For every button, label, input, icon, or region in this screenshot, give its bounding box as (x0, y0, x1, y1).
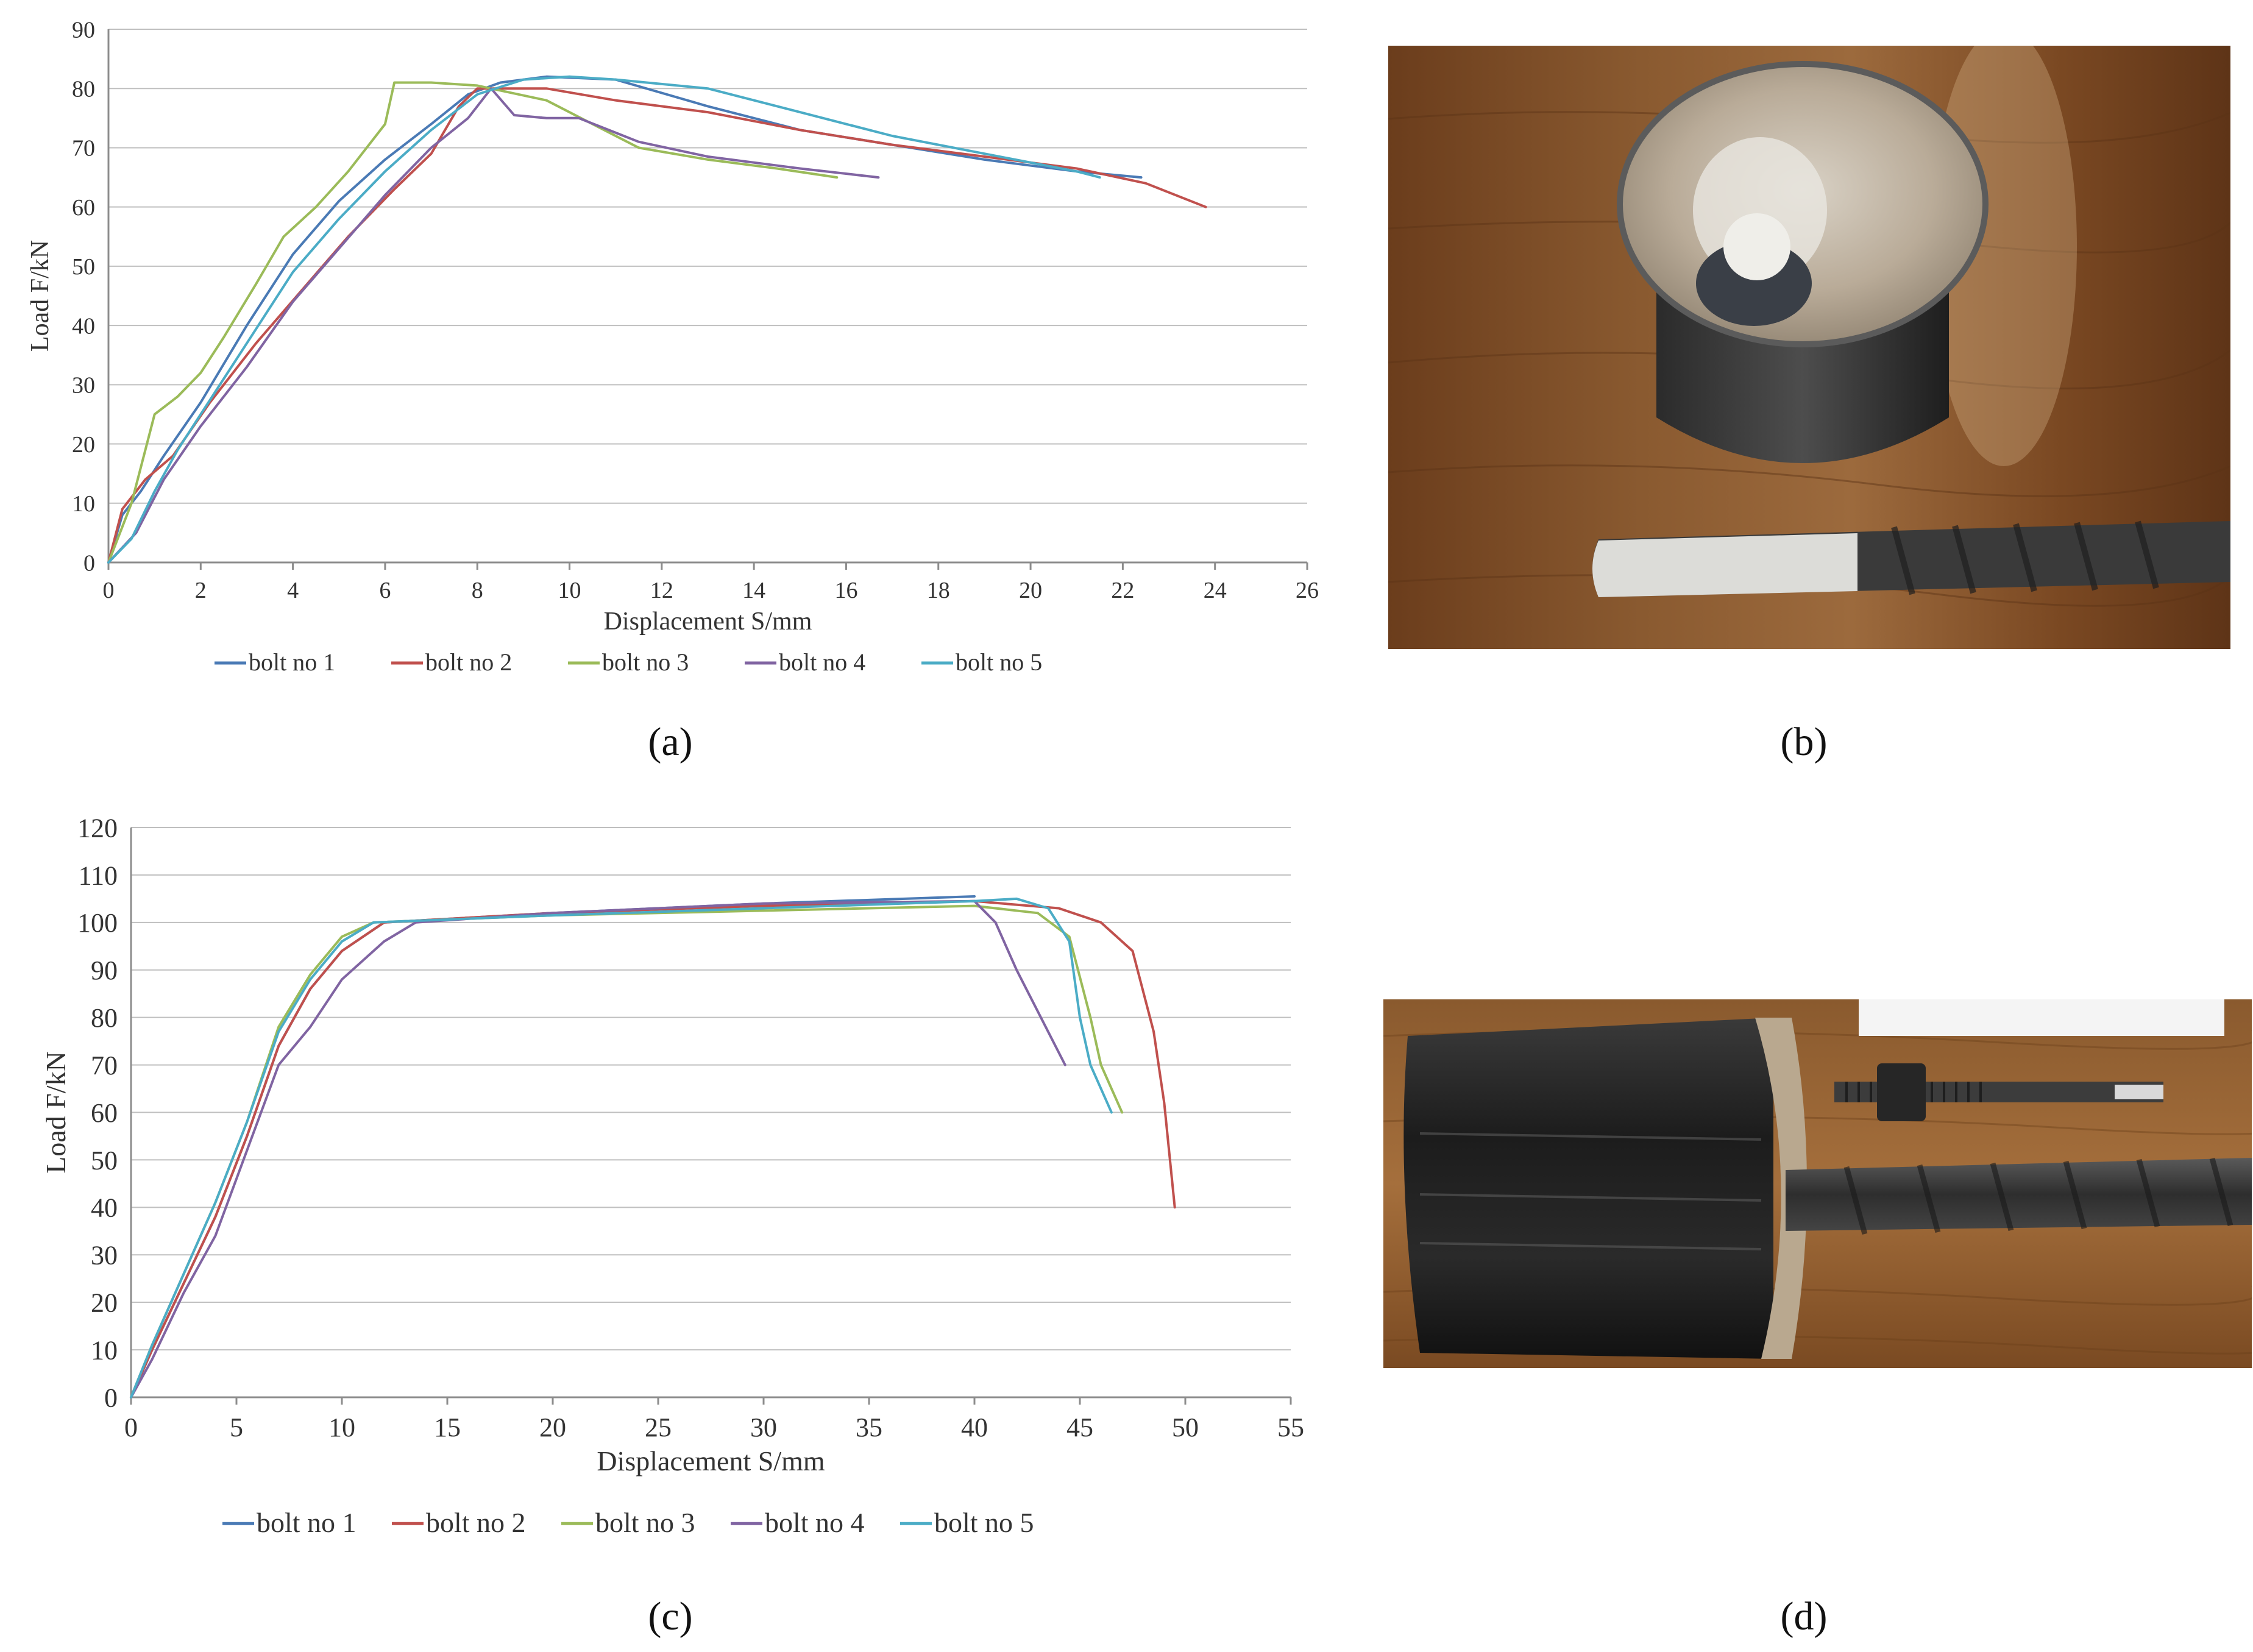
y-tick-label: 120 (77, 813, 118, 843)
y-tick-label: 20 (72, 432, 95, 458)
x-tick-label: 20 (539, 1413, 566, 1442)
photo-d (1383, 999, 2252, 1368)
legend-label-2: bolt no 2 (426, 1507, 526, 1538)
series-line-1 (130, 895, 976, 1399)
x-tick-label: 6 (379, 578, 391, 603)
panel-label-b: (b) (1780, 720, 1828, 764)
y-tick-label: 40 (72, 313, 95, 339)
y-tick-label: 70 (72, 136, 95, 161)
y-tick-label: 20 (91, 1288, 118, 1318)
legend-label-1: bolt no 1 (257, 1507, 357, 1538)
series-line-4 (130, 899, 1066, 1399)
x-axis-label: Displacement S/mm (597, 1445, 825, 1477)
panel-label-d: (d) (1780, 1594, 1828, 1639)
legend-label-1: bolt no 1 (249, 648, 335, 676)
y-tick-label: 80 (72, 77, 95, 102)
x-tick-label: 30 (750, 1413, 777, 1442)
grouted-cylinder-top-photo (1388, 46, 2230, 649)
x-tick-label: 25 (645, 1413, 672, 1442)
legend-label-3: bolt no 3 (595, 1507, 695, 1538)
x-tick-label: 14 (742, 578, 765, 603)
legend-label-5: bolt no 5 (956, 648, 1042, 676)
x-tick-label: 24 (1204, 578, 1227, 603)
x-tick-label: 4 (287, 578, 299, 603)
x-tick-label: 55 (1277, 1413, 1304, 1442)
x-tick-label: 10 (558, 578, 581, 603)
x-tick-label: 15 (434, 1413, 461, 1442)
series-line-5 (107, 75, 1101, 564)
legend-label-4: bolt no 4 (765, 1507, 865, 1538)
series-line-3 (130, 904, 1124, 1399)
y-tick-label: 60 (91, 1098, 118, 1128)
series-line-4 (107, 87, 880, 564)
x-tick-label: 35 (856, 1413, 882, 1442)
x-tick-label: 0 (103, 578, 115, 603)
y-tick-label: 0 (83, 550, 95, 576)
x-tick-label: 2 (195, 578, 207, 603)
chart-c: 0 10 20 30 40 50 60 70 80 90 100 110 120 0 5 10 15 20 25 30… (40, 813, 1304, 1538)
y-axis-label: Load F/kN (26, 240, 54, 352)
photo-b (1388, 46, 2230, 649)
y-tick-label: 70 (91, 1051, 118, 1080)
legend-label-3: bolt no 3 (602, 648, 689, 676)
y-tick-label: 30 (72, 373, 95, 399)
legend-label-5: bolt no 5 (934, 1507, 1034, 1538)
y-tick-label: 60 (72, 195, 95, 221)
panel-label-c: (c) (648, 1594, 693, 1639)
x-tick-label: 50 (1172, 1413, 1199, 1442)
y-axis-label: Load F/kN (40, 1051, 71, 1174)
y-tick-label: 40 (91, 1193, 118, 1223)
x-axis-label: Displacement S/mm (604, 608, 812, 636)
legend-label-2: bolt no 2 (425, 648, 512, 676)
y-tick-label: 0 (104, 1383, 118, 1413)
y-tick-label: 110 (79, 860, 118, 890)
x-tick-label: 8 (472, 578, 483, 603)
y-tick-label: 50 (91, 1146, 118, 1175)
x-tick-label: 40 (961, 1413, 988, 1442)
panel-label-a: (a) (648, 720, 693, 764)
y-tick-label: 50 (72, 254, 95, 280)
series-line-3 (107, 81, 839, 564)
grouted-cylinder-side-photo (1383, 999, 2252, 1368)
x-tick-label: 5 (230, 1413, 243, 1442)
y-tick-label: 90 (72, 17, 95, 43)
x-tick-label: 26 (1296, 578, 1319, 603)
x-tick-label: 20 (1019, 578, 1042, 603)
x-tick-label: 18 (927, 578, 950, 603)
x-tick-label: 0 (124, 1413, 138, 1442)
x-tick-label: 10 (328, 1413, 355, 1442)
x-tick-label: 12 (650, 578, 673, 603)
x-tick-label: 16 (834, 578, 857, 603)
series-line-5 (130, 897, 1113, 1399)
x-tick-label: 45 (1066, 1413, 1093, 1442)
y-tick-label: 80 (91, 1003, 118, 1033)
y-tick-label: 90 (91, 955, 118, 985)
y-tick-label: 100 (77, 908, 118, 938)
legend-label-4: bolt no 4 (779, 648, 865, 676)
y-tick-label: 30 (91, 1241, 118, 1271)
x-tick-label: 22 (1111, 578, 1134, 603)
y-tick-label: 10 (72, 491, 95, 517)
y-tick-label: 10 (91, 1335, 118, 1365)
